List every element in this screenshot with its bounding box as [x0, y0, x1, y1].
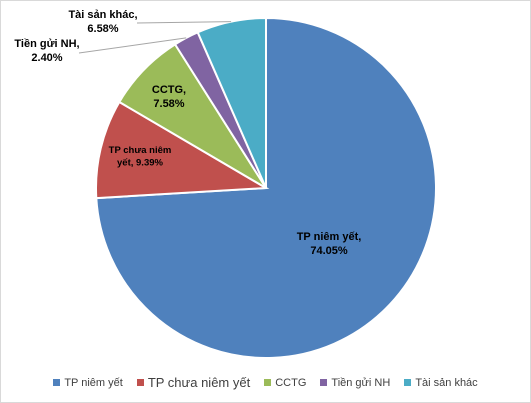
legend-item-tp-chua-niem-yet[interactable]: TP chưa niêm yết	[136, 375, 251, 390]
legend-swatch	[136, 379, 144, 386]
legend-label: TP chưa niêm yết	[147, 375, 251, 390]
pie-chart: TP niêm yết, 74.05% TP chưa niêm yết, 9.39%…	[14, 9, 437, 359]
legend-swatch	[404, 379, 412, 386]
legend-label: TP niêm yết	[64, 376, 123, 389]
data-label-tp-niem-yet: TP niêm yết, 74.05%	[297, 231, 362, 257]
legend-label: Tài sản khác	[415, 376, 478, 389]
legend: TP niêm yết TP chưa niêm yết CCTG Tiền g…	[1, 375, 530, 390]
data-label-tp-chua-niem-yet: TP chưa niêm yết, 9.39%	[109, 145, 172, 169]
legend-swatch	[264, 379, 272, 386]
legend-label: Tiền gửi NH	[331, 376, 391, 389]
legend-item-tai-san-khac[interactable]: Tài sản khác	[404, 376, 478, 389]
legend-item-tp-niem-yet[interactable]: TP niêm yết	[53, 377, 123, 389]
legend-swatch	[53, 379, 61, 386]
pie-slice-tai-san-khac[interactable]	[196, 16, 267, 189]
data-label-tien-gui-nh: Tiền gửi NH, 2.40%	[14, 38, 79, 64]
pie-slice-tp-chua-niem-yet[interactable]	[95, 100, 270, 200]
data-label-cctg: CCTG, 7.58%	[152, 84, 186, 110]
leader-line-tien-gui-nh	[78, 37, 187, 54]
legend-swatch	[320, 379, 328, 386]
legend-item-tien-gui-nh[interactable]: Tiền gửi NH	[320, 377, 390, 389]
leader-line-tai-san-khac	[136, 21, 232, 24]
legend-item-cctg[interactable]: CCTG	[264, 377, 306, 389]
data-label-tai-san-khac: Tài sản khác, 6.58%	[68, 9, 137, 35]
legend-label: CCTG	[275, 376, 307, 389]
